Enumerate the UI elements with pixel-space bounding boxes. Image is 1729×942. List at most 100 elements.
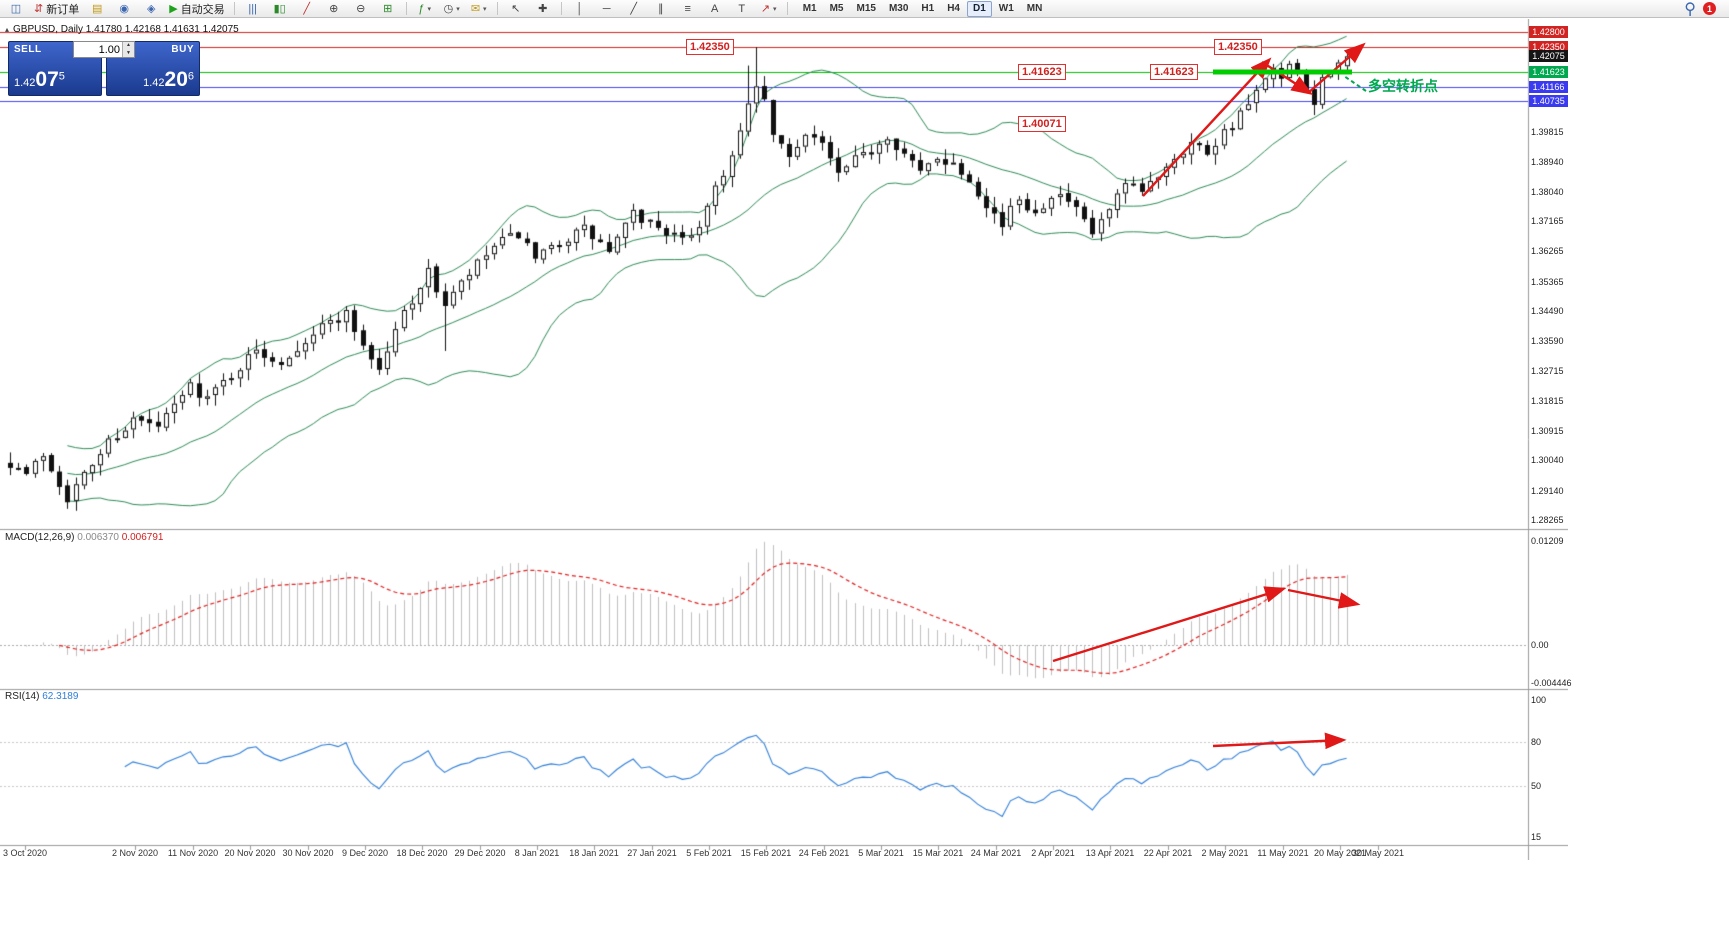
toolbar-right-group: ⚲ 1 xyxy=(1684,0,1726,19)
buy-label: BUY xyxy=(171,44,194,55)
timeframe-m5-button[interactable]: M5 xyxy=(829,2,844,14)
arrows-icon[interactable]: ↗ ▾ xyxy=(756,0,782,18)
dropdown-caret-icon: ▾ xyxy=(483,5,487,13)
volume-down-button[interactable]: ▼ xyxy=(123,49,134,57)
price-axis-label: 1.30040 xyxy=(1531,455,1564,466)
volume-up-button[interactable]: ▲ xyxy=(123,42,134,50)
toolbar-separator xyxy=(560,2,562,15)
timeframe-m30-button[interactable]: M30 xyxy=(888,2,909,14)
dropdown-caret-icon: ▾ xyxy=(427,5,431,13)
trendline-icon[interactable]: ╱ xyxy=(621,0,647,18)
symbol-ohlc-text: GBPUSD, Daily 1.41780 1.42168 1.41631 1.… xyxy=(13,24,239,35)
price-axis-label: 1.37165 xyxy=(1531,216,1564,227)
bars-chart-icon: ||| xyxy=(248,2,257,15)
line-chart-icon[interactable]: ╱ xyxy=(294,0,320,18)
tile-windows-icon[interactable]: ⊞ xyxy=(375,0,401,18)
time-axis-label: 11 May 2021 xyxy=(1257,848,1309,858)
time-axis-label: 27 Jan 2021 xyxy=(627,848,677,858)
chart-ohlc-header: ▴ GBPUSD, Daily 1.41780 1.42168 1.41631 … xyxy=(5,24,239,35)
timeframe-w1-button[interactable]: W1 xyxy=(998,2,1014,14)
price-axis-label: 1.34490 xyxy=(1531,306,1564,316)
new-order-button[interactable]: ⇵ 新订单 xyxy=(30,0,83,18)
buy-price-big: 20 xyxy=(164,68,188,91)
one-click-collapse-icon[interactable]: ▴ xyxy=(5,25,10,34)
bars-chart-icon[interactable]: ||| xyxy=(240,0,266,18)
chart-window-icon[interactable]: ◫ xyxy=(3,0,29,18)
chart-window-icon: ◫ xyxy=(10,2,22,15)
market-watch-icon[interactable]: ◉ xyxy=(111,0,137,18)
buy-button[interactable]: BUY 1.42206 xyxy=(106,41,200,96)
buy-price-sup: 6 xyxy=(187,70,194,83)
zoom-out-icon[interactable]: ⊖ xyxy=(348,0,374,18)
price-callout-label[interactable]: 1.40071 xyxy=(1018,116,1066,132)
candles-chart-icon[interactable]: ▮▯ xyxy=(267,0,293,18)
price-axis-label: 1.35365 xyxy=(1531,276,1564,287)
indicators-icon[interactable]: ƒ ▾ xyxy=(412,0,438,18)
autotrading-button-label: 自动交易 xyxy=(180,3,225,16)
zoom-in-icon: ⊕ xyxy=(329,2,339,15)
volume-input[interactable] xyxy=(74,42,122,57)
volume-box: ▲ ▼ xyxy=(73,41,135,58)
fibonacci-icon[interactable]: ≡ xyxy=(675,0,701,18)
chart-list-icon[interactable]: ▤ xyxy=(84,0,110,18)
sell-price-big: 07 xyxy=(35,68,59,91)
macd-value-main: 0.006370 xyxy=(77,532,119,543)
timeframe-h4-button[interactable]: H4 xyxy=(947,2,960,14)
price-chart-canvas[interactable] xyxy=(0,19,1568,860)
time-axis-label: 20 May 2021 xyxy=(1313,848,1367,858)
timeframe-d1-button[interactable]: D1 xyxy=(967,0,992,17)
timeframe-mn-button[interactable]: MN xyxy=(1026,2,1043,14)
annotation-note-text[interactable]: 多空转折点 xyxy=(1368,78,1438,94)
notifications-badge[interactable]: 1 xyxy=(1703,2,1716,15)
vertical-line-icon: │ xyxy=(576,2,584,15)
price-tag: 1.42350 xyxy=(1529,41,1568,54)
time-axis[interactable]: 3 Oct 2020 2 Nov 2020 11 Nov 2020 20 Nov 20… xyxy=(0,845,1528,860)
vertical-line-icon[interactable]: │ xyxy=(567,0,593,18)
price-tag: 1.42075 xyxy=(1529,50,1568,63)
candles-chart-icon: ▮▯ xyxy=(273,2,286,15)
periods-icon[interactable]: ◷ ▾ xyxy=(439,0,465,18)
autotrading-button[interactable]: ▶ 自动交易 xyxy=(165,0,228,18)
price-callout-label[interactable]: 1.41623 xyxy=(1150,64,1198,80)
crosshair-icon[interactable]: ✚ xyxy=(530,0,556,18)
macd-scale-max: 0.01209 xyxy=(1531,536,1564,546)
time-axis-label: 2 May 2021 xyxy=(1201,848,1249,858)
price-axis-label: 1.36265 xyxy=(1531,246,1564,257)
chart-list-icon: ▤ xyxy=(92,2,103,15)
timeframe-group: M1 M5 M15 M30 H1 H4 D1 W1 MN xyxy=(797,0,1049,17)
price-callout-label[interactable]: 1.41623 xyxy=(1018,64,1066,80)
dropdown-caret-icon: ▾ xyxy=(456,5,460,13)
horizontal-line-icon[interactable]: ─ xyxy=(594,0,620,18)
rsi-scale-label: 80 xyxy=(1531,736,1542,747)
time-axis-label: 2 Apr 2021 xyxy=(1031,848,1075,858)
chart-window: ▴ GBPUSD, Daily 1.41780 1.42168 1.41631 … xyxy=(0,19,1572,860)
price-callout-label[interactable]: 1.42350 xyxy=(1214,39,1262,55)
price-axis-label: 1.38940 xyxy=(1531,156,1564,167)
toolbar-separator xyxy=(496,2,498,15)
cursor-icon[interactable]: ↖ xyxy=(503,0,529,18)
price-callout-label[interactable]: 1.42350 xyxy=(686,39,734,55)
sell-button[interactable]: SELL 1.42075 xyxy=(8,41,102,96)
search-icon[interactable]: ⚲ xyxy=(1684,0,1696,18)
time-axis-label: 18 Dec 2020 xyxy=(396,848,448,858)
crosshair-icon: ✚ xyxy=(538,2,548,15)
text-icon[interactable]: A xyxy=(702,0,728,18)
price-axis-label: 1.29140 xyxy=(1531,485,1564,496)
price-axis-label: 1.39815 xyxy=(1531,127,1564,138)
timeframe-m15-button[interactable]: M15 xyxy=(856,2,876,14)
zoom-in-icon[interactable]: ⊕ xyxy=(321,0,347,18)
time-axis-label: 30 May 2021 xyxy=(1351,848,1405,858)
timeframe-m1-button[interactable]: M1 xyxy=(802,2,817,14)
channel-icon[interactable]: ∥ xyxy=(648,0,674,18)
templates-icon[interactable]: ✉ ▾ xyxy=(466,0,492,18)
data-window-icon[interactable]: ◈ xyxy=(138,0,164,18)
time-axis-label: 2 Nov 2020 xyxy=(111,848,159,858)
autotrading-icon: ▶ xyxy=(169,2,178,15)
main-toolbar: ◫ ⇵ 新订单 ▤ ◉ ◈ ▶ 自动交易 ||| ▮▯ ╱ ⊕ ⊖ ⊞ ƒ ▾ ◷ ▾ ✉ ▾ ↖ ✚ │ ─ ╱ ∥ ≡ A T ↗ ▾ M… xyxy=(0,0,1729,18)
price-tag: 1.41166 xyxy=(1529,80,1568,93)
price-axis[interactable]: 1.39815 1.38940 1.38040 1.37165 1.36265 1.353… xyxy=(1529,19,1568,846)
volume-spinner: ▲ ▼ xyxy=(122,42,134,57)
price-axis-label: 1.33590 xyxy=(1531,336,1564,347)
label-icon[interactable]: T xyxy=(729,0,755,18)
timeframe-h1-button[interactable]: H1 xyxy=(921,2,935,14)
